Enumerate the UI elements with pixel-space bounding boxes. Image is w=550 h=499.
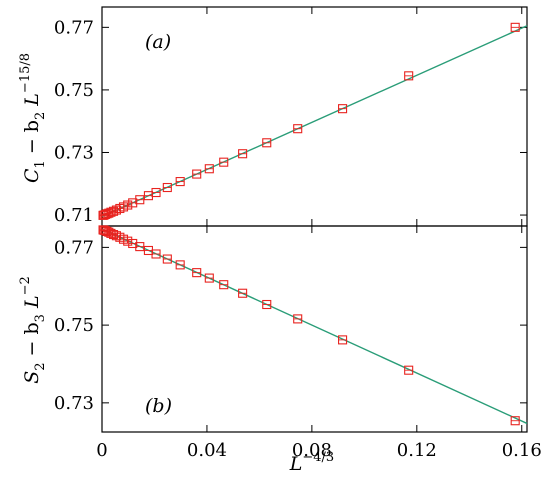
y-tick-label: 0.77 xyxy=(54,17,94,38)
x-tick-label: 0 xyxy=(96,440,107,461)
panel-label: (b) xyxy=(145,395,172,417)
panel-a: 0.71 0.73 0.75 0.77 (a) xyxy=(54,6,528,227)
plot-frame xyxy=(101,225,528,433)
x-tick-label: 0.12 xyxy=(397,440,437,461)
y-tick-label: 0.75 xyxy=(54,315,94,336)
x-tick-label: 0.04 xyxy=(187,440,227,461)
panel-label: (a) xyxy=(145,31,171,53)
y-tick-label: 0.71 xyxy=(54,205,94,226)
x-tick-label: 0.08 xyxy=(292,440,332,461)
y-axis-label-a: C1 − b2 L−15/8 xyxy=(18,53,48,183)
y-axis-label-b: S2 − b3 L−2 xyxy=(18,276,48,384)
y-tick-label: 0.73 xyxy=(54,142,94,163)
panel-b: 0.73 0.75 0.77 0 0.04 0.08 0.12 0.16 (b) xyxy=(54,225,542,461)
fit-line xyxy=(101,25,528,218)
y-tick-label: 0.75 xyxy=(54,80,94,101)
x-tick-label: 0.16 xyxy=(502,440,542,461)
y-tick-label: 0.73 xyxy=(54,393,94,414)
fit-line xyxy=(101,228,528,425)
y-axis-label-a-text: C1 − b2 L−15/8 xyxy=(18,53,48,183)
y-tick-label: 0.77 xyxy=(54,237,94,258)
x-axis-label: L−4/3 xyxy=(289,450,334,475)
y-axis-label-b-text: S2 − b3 L−2 xyxy=(18,276,48,384)
axis-labels: L−4/3 C1 − b2 L−15/8 S2 − b3 L−2 xyxy=(18,53,334,475)
